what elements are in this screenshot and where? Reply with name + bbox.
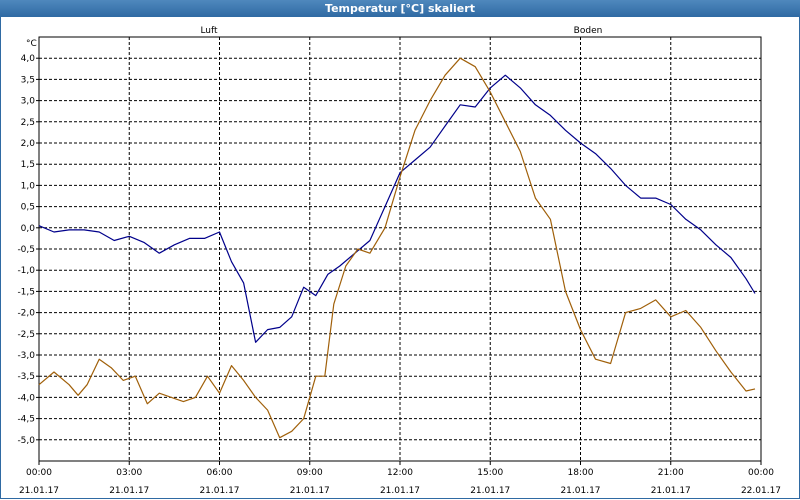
y-tick-label: -3,5 [17,372,35,382]
x-tick-time-label: 12:00 [387,468,413,478]
y-tick-label: -4,0 [17,393,35,403]
x-tick-date-label: 21.01.17 [19,486,59,496]
x-tick-time-label: 09:00 [297,468,323,478]
x-tick-time-label: 21:00 [658,468,684,478]
y-tick-label: -4,5 [17,415,35,425]
x-tick-time-label: 18:00 [568,468,594,478]
x-tick-date-label: 22.01.17 [741,486,781,496]
y-tick-label: -3,0 [17,351,35,361]
y-tick-label: -2,0 [17,309,35,319]
grid-lines [39,37,761,461]
y-tick-label: -1,5 [17,287,35,297]
y-tick-label: 0,0 [21,224,36,234]
series-line-boden [38,57,756,439]
legend-luft: Luft [200,26,218,36]
y-tick-label: 1,5 [21,160,35,170]
x-tick-time-label: 00:00 [748,468,774,478]
y-tick-label: -1,0 [17,266,35,276]
x-tick-date-label: 21.01.17 [199,486,239,496]
x-tick-date-label: 21.01.17 [651,486,691,496]
y-tick-label: 2,5 [21,118,35,128]
x-axis-ticks: 00:00 21.01.17 03:00 21.01.17 06:00 21.01.17 0… [19,461,781,496]
y-tick-label: 3,5 [21,75,35,85]
x-tick-date-label: 21.01.17 [290,486,330,496]
y-tick-label: -2,5 [17,330,35,340]
series-line-luft [38,74,756,343]
x-tick-date-label: 21.01.17 [109,486,149,496]
x-tick-time-label: 00:00 [26,468,52,478]
y-tick-label: 1,0 [21,181,36,191]
chart-window-title: Temperatur [°C] skaliert [0,0,800,17]
y-tick-label: 4,0 [21,54,36,64]
y-tick-label: -5,0 [17,436,35,446]
y-axis-unit-label: °C [26,39,37,49]
y-tick-label: 0,5 [21,203,35,213]
x-tick-time-label: 06:00 [207,468,233,478]
y-tick-label: -0,5 [17,245,35,255]
y-tick-label: 2,0 [21,139,36,149]
legend-boden: Boden [574,26,603,36]
x-tick-time-label: 03:00 [116,468,142,478]
y-axis-ticks: 4,0 3,5 3,0 2,5 2,0 1,5 1,0 0,5 0,0 -0,5 -1,0 -1,5 -… [17,54,39,446]
x-tick-time-label: 15:00 [477,468,503,478]
x-tick-date-label: 21.01.17 [380,486,420,496]
y-tick-label: 3,0 [21,97,36,107]
x-tick-date-label: 21.01.17 [560,486,600,496]
x-tick-date-label: 21.01.17 [470,486,510,496]
data-series [38,57,756,439]
